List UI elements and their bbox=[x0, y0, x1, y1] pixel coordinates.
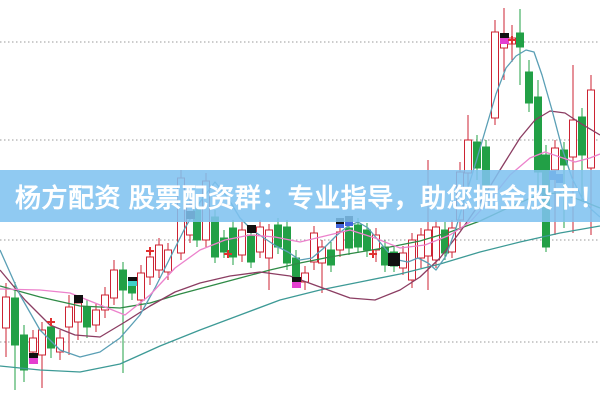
ad-banner[interactable]: 杨方配资 股票配资群：专业指导，助您掘金股市！ bbox=[0, 170, 600, 222]
flag-marker bbox=[128, 277, 137, 281]
flag-marker bbox=[74, 295, 83, 303]
candle-body bbox=[381, 246, 389, 266]
candle-body bbox=[65, 306, 73, 328]
candle-body bbox=[274, 224, 282, 248]
flag-marker bbox=[292, 277, 301, 282]
candle-body bbox=[417, 234, 425, 259]
ma-fast-pink bbox=[0, 151, 600, 316]
candle-body bbox=[92, 309, 100, 326]
candle-body bbox=[38, 329, 46, 356]
candle-body bbox=[29, 337, 37, 353]
candle-body bbox=[354, 224, 362, 248]
candle-body bbox=[256, 226, 264, 253]
flag-marker bbox=[292, 282, 301, 288]
candle-body bbox=[345, 227, 353, 249]
candle-body bbox=[238, 229, 246, 256]
candle-body bbox=[2, 296, 10, 329]
candle-body bbox=[110, 269, 118, 299]
candle-body bbox=[363, 229, 371, 251]
candle-body bbox=[464, 139, 472, 174]
candle-body bbox=[318, 246, 326, 264]
flag-marker bbox=[388, 253, 400, 266]
flag-marker bbox=[128, 281, 137, 286]
candle-body bbox=[491, 31, 499, 119]
flag-marker bbox=[500, 38, 509, 44]
flag-marker bbox=[336, 224, 344, 228]
candle-body bbox=[47, 326, 55, 349]
candle-body bbox=[101, 294, 109, 311]
candle-body bbox=[11, 297, 19, 346]
ma-fast-steelblue bbox=[0, 49, 600, 358]
candle-body bbox=[265, 229, 273, 259]
flag-marker bbox=[247, 225, 256, 233]
ma-slow-teal bbox=[0, 225, 600, 373]
flag-marker bbox=[29, 358, 38, 364]
candle-body bbox=[20, 334, 28, 371]
candle-body bbox=[525, 71, 533, 104]
candle-body bbox=[146, 256, 154, 278]
candle-body bbox=[578, 116, 586, 156]
candle-body bbox=[569, 119, 577, 158]
candle-body bbox=[119, 269, 127, 291]
flag-marker bbox=[345, 222, 353, 226]
ad-banner-text: 杨方配资 股票配资群：专业指导，助您掘金股市！ bbox=[15, 182, 600, 213]
candle-body bbox=[220, 237, 228, 253]
candle-body bbox=[283, 226, 291, 264]
ma-mid-purple bbox=[0, 110, 600, 338]
candle-body bbox=[516, 32, 524, 48]
flag-marker bbox=[500, 33, 509, 38]
candle-body bbox=[155, 244, 163, 271]
flag-marker bbox=[29, 353, 38, 358]
candle-body bbox=[83, 306, 91, 328]
candle-body bbox=[534, 96, 542, 173]
candle-body bbox=[432, 226, 440, 261]
candle-body bbox=[247, 234, 255, 263]
candle-body bbox=[211, 216, 219, 258]
candle-body bbox=[473, 141, 481, 169]
candle-body bbox=[551, 147, 559, 171]
candle-body bbox=[56, 337, 64, 353]
candle-body bbox=[137, 272, 145, 301]
candle-body bbox=[310, 232, 318, 263]
candle-body bbox=[229, 227, 237, 258]
